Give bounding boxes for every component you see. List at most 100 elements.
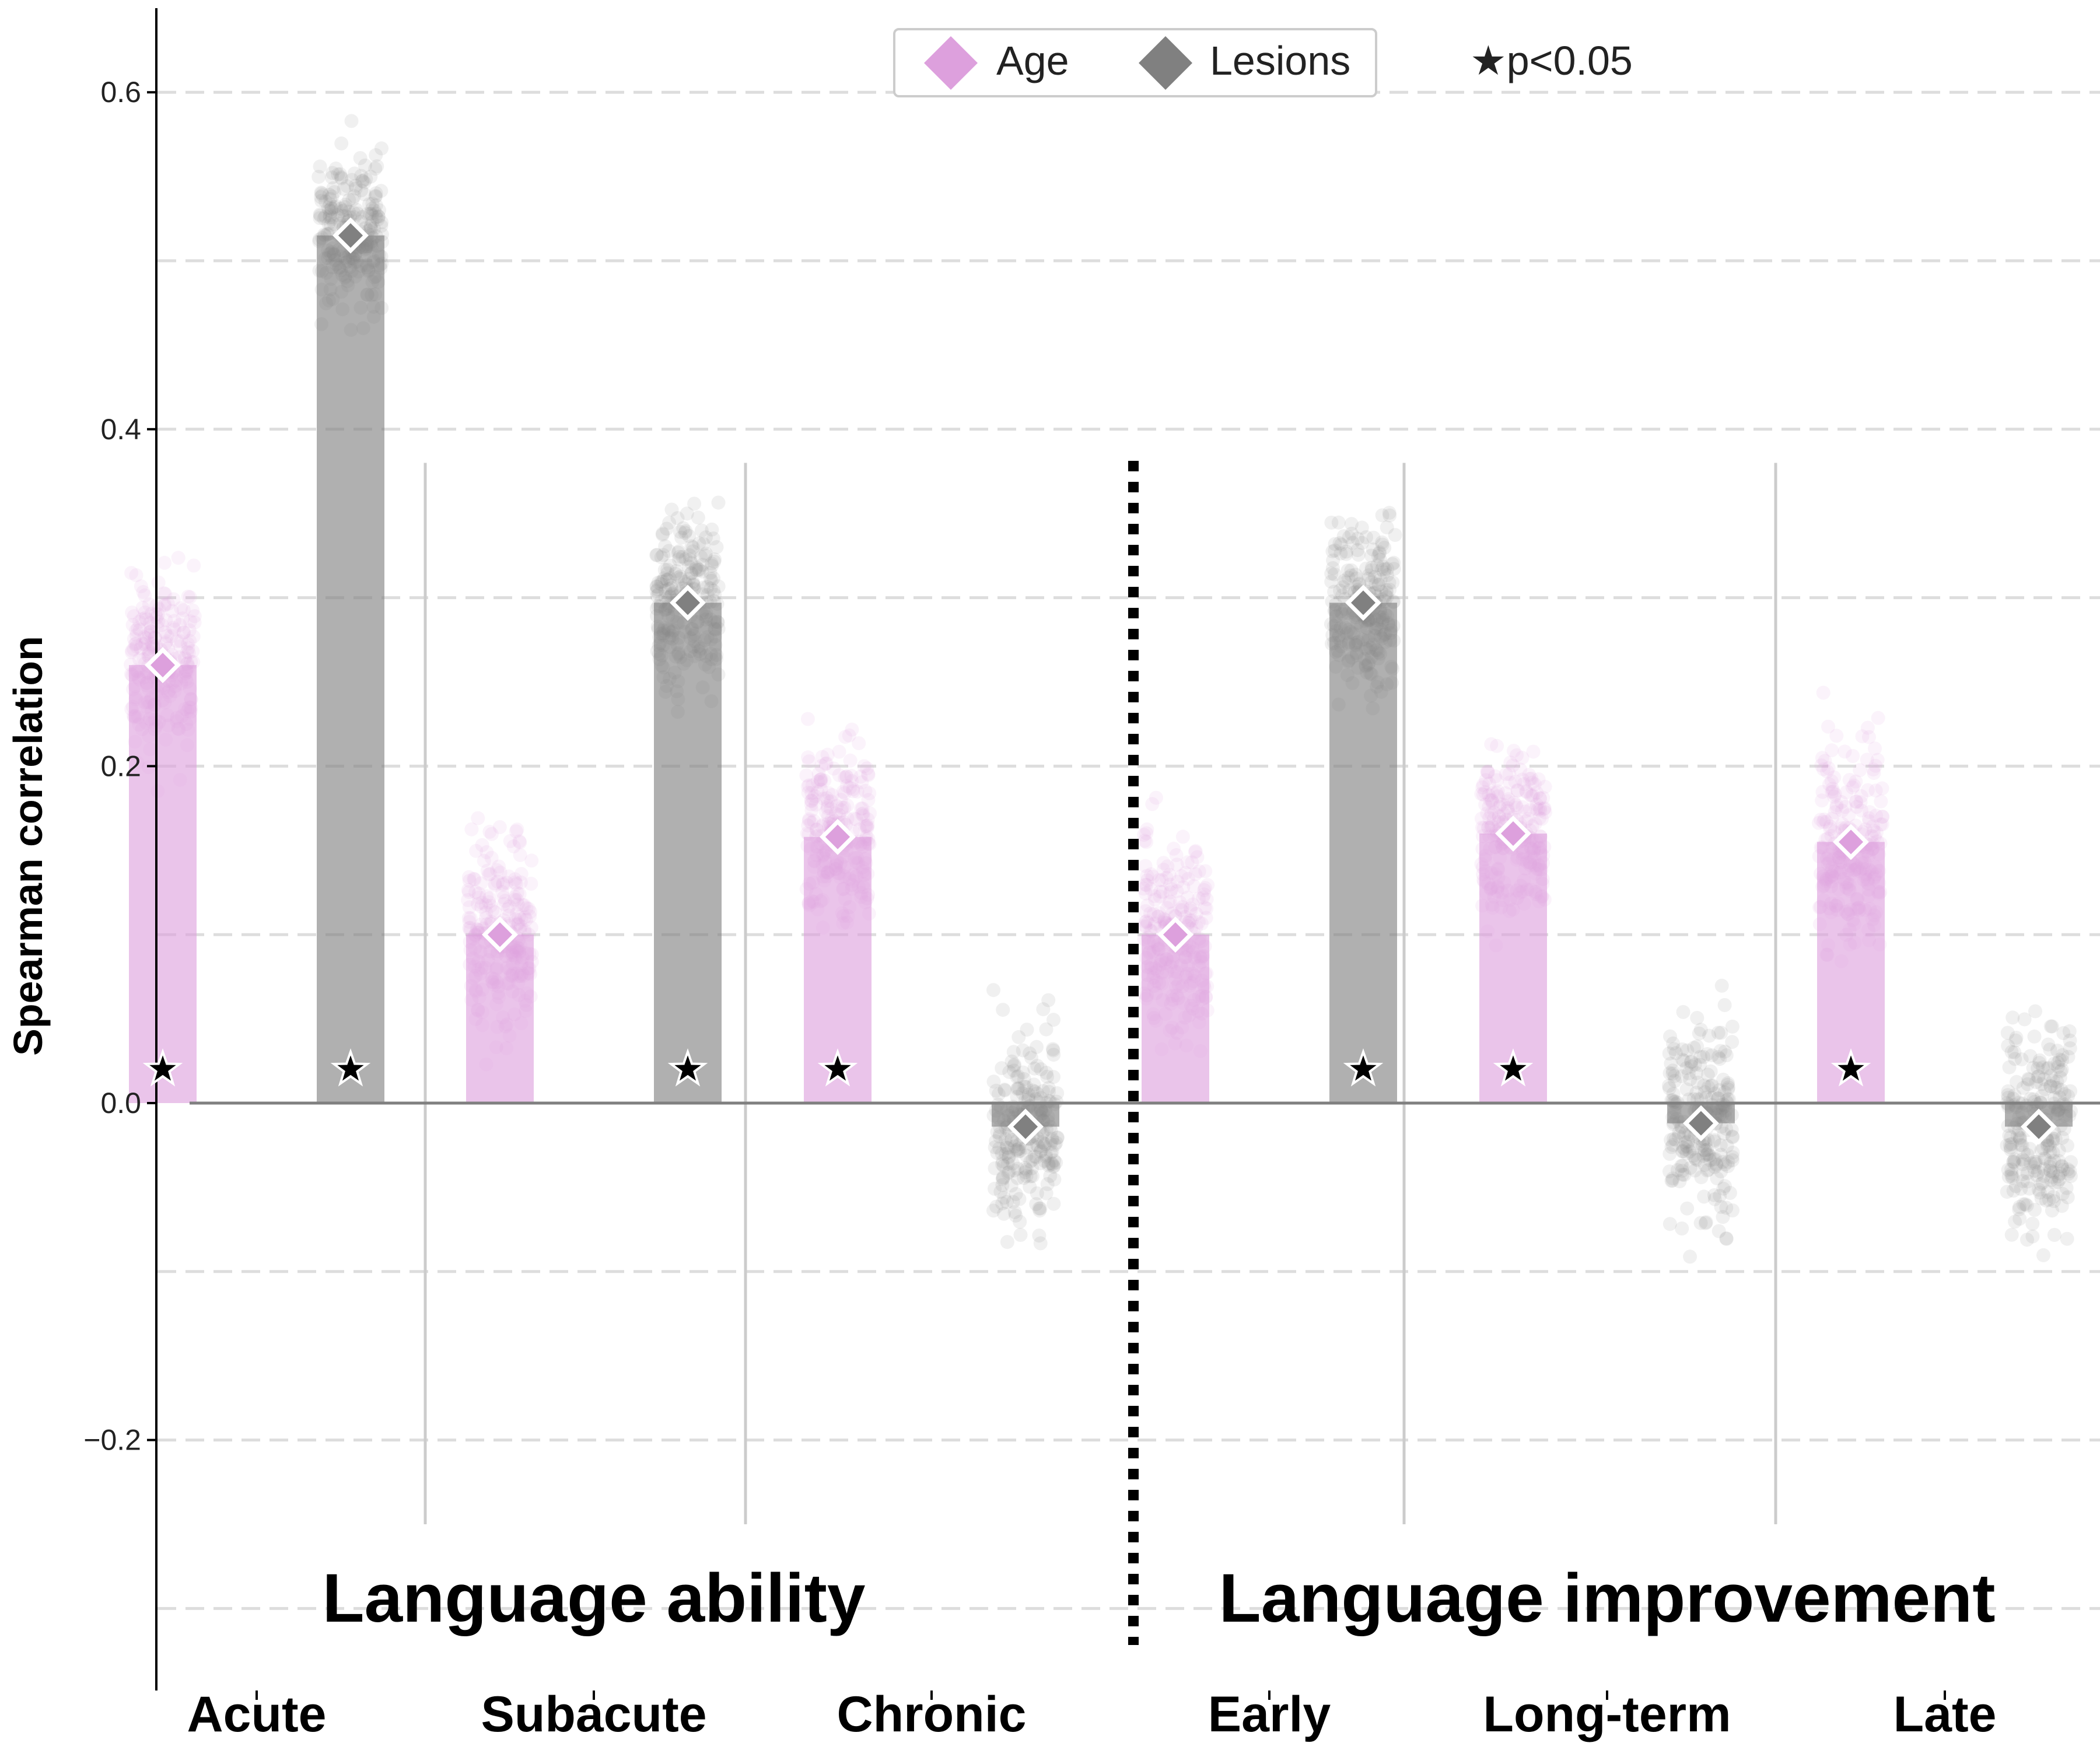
bootstrap-point <box>1023 1180 1037 1194</box>
bootstrap-point <box>1046 1070 1060 1084</box>
bootstrap-point <box>846 784 860 799</box>
bootstrap-point <box>512 887 527 901</box>
bootstrap-point <box>2007 1088 2022 1102</box>
bars <box>129 235 2073 1127</box>
bootstrap-point <box>1038 1137 1052 1152</box>
bootstrap-point <box>472 890 487 905</box>
bootstrap-point <box>1853 763 1867 778</box>
bootstrap-point <box>174 634 188 649</box>
bootstrap-point <box>359 172 373 187</box>
bootstrap-point <box>1170 858 1184 872</box>
bootstrap-point <box>705 558 719 573</box>
bootstrap-point <box>1000 1195 1014 1209</box>
bootstrap-point <box>2032 1056 2046 1070</box>
bootstrap-point <box>1696 1149 1711 1163</box>
bootstrap-point <box>1194 916 1209 931</box>
bootstrap-point <box>1684 1055 1699 1069</box>
bootstrap-point <box>860 819 874 834</box>
significance-star <box>1831 1048 1871 1087</box>
bootstrap-point <box>317 211 331 226</box>
bootstrap-point <box>1719 1048 1734 1062</box>
value-marker-age <box>820 818 856 855</box>
legend-lesions-icon <box>1139 36 1192 90</box>
bootstrap-point <box>463 923 478 938</box>
bootstrap-point <box>2013 1212 2027 1226</box>
bootstrap-point <box>1139 878 1154 892</box>
bootstrap-point <box>2015 1138 2029 1153</box>
bootstrap-point <box>834 793 848 807</box>
bootstrap-point <box>816 792 831 806</box>
bootstrap-point <box>334 171 349 186</box>
bootstrap-point <box>1698 1157 1712 1172</box>
bootstrap-point <box>1868 741 1882 756</box>
bootstrap-point <box>1862 730 1876 744</box>
bootstrap-point <box>1017 1171 1031 1185</box>
bootstrap-point <box>684 556 698 570</box>
bootstrap-point <box>464 822 479 836</box>
bootstrap-point <box>1026 1153 1040 1167</box>
bootstrap-point <box>2064 1155 2078 1170</box>
bootstrap-point <box>1138 919 1153 934</box>
bootstrap-point <box>1185 855 1199 870</box>
bootstrap-point <box>709 540 724 554</box>
bootstrap-point <box>989 1134 1003 1149</box>
bootstrap-point <box>1324 515 1339 530</box>
bootstrap-point <box>1714 1164 1728 1179</box>
bootstrap-point <box>132 614 146 629</box>
bootstrap-point <box>2052 1052 2067 1067</box>
bootstrap-point <box>695 558 710 572</box>
bootstrap-point <box>1507 796 1521 810</box>
bootstrap-point <box>1374 562 1389 577</box>
bootstrap-point <box>1493 797 1508 811</box>
bootstrap-point <box>517 923 532 937</box>
bootstrap-point <box>1487 805 1502 820</box>
bootstrap-point <box>2023 1049 2038 1063</box>
bootstrap-point <box>1496 797 1510 812</box>
bootstrap-point <box>1485 818 1499 833</box>
bootstrap-point <box>1033 1236 1048 1251</box>
bootstrap-point <box>1023 1169 1038 1184</box>
bootstrap-point <box>1045 1157 1060 1171</box>
value-marker-age <box>482 916 518 953</box>
bootstrap-point <box>2063 1084 2078 1098</box>
bootstrap-point <box>176 611 190 626</box>
bootstrap-point <box>1834 794 1849 809</box>
bootstrap-point <box>860 818 875 832</box>
bootstrap-point <box>1838 744 1852 759</box>
bootstrap-point <box>1849 794 1864 809</box>
bootstrap-point <box>1520 785 1534 799</box>
bootstrap-point <box>2014 1182 2028 1196</box>
bootstrap-point <box>506 839 521 853</box>
bootstrap-point <box>1676 1140 1690 1155</box>
value-marker-lesions <box>2021 1108 2057 1145</box>
bootstrap-point <box>151 614 166 629</box>
bootstrap-point <box>151 607 166 622</box>
bootstrap-point <box>1137 828 1151 842</box>
bootstrap-point <box>1688 1163 1702 1178</box>
bootstrap-point <box>1713 1138 1728 1153</box>
bootstrap-point <box>1044 1146 1058 1160</box>
bootstrap-point <box>1382 582 1397 597</box>
bootstrap-point <box>1719 1231 1734 1245</box>
bootstrap-point <box>839 769 854 784</box>
bootstrap-point <box>802 812 817 827</box>
bootstrap-point <box>1718 1157 1732 1172</box>
bootstrap-point <box>1138 877 1153 892</box>
bootstrap-point <box>995 1178 1010 1192</box>
significance-star <box>142 1048 183 1087</box>
bootstrap-point <box>1156 885 1170 900</box>
bootstrap-point <box>1815 785 1830 799</box>
bootstrap-point <box>1532 791 1547 806</box>
bootstrap-point <box>2013 1130 2027 1144</box>
bootstrap-point <box>503 834 517 848</box>
bootstrap-point <box>1480 765 1495 779</box>
bootstrap-point <box>324 204 338 219</box>
bootstrap-point <box>1725 1129 1740 1144</box>
bootstrap-point <box>1828 805 1842 820</box>
bootstrap-point <box>804 786 819 800</box>
bootstrap-point <box>1138 915 1153 929</box>
bootstrap-point <box>2036 1141 2050 1156</box>
bootstrap-point <box>678 524 693 538</box>
bootstrap-point <box>1702 1028 1717 1043</box>
bootstrap-point <box>181 589 195 604</box>
